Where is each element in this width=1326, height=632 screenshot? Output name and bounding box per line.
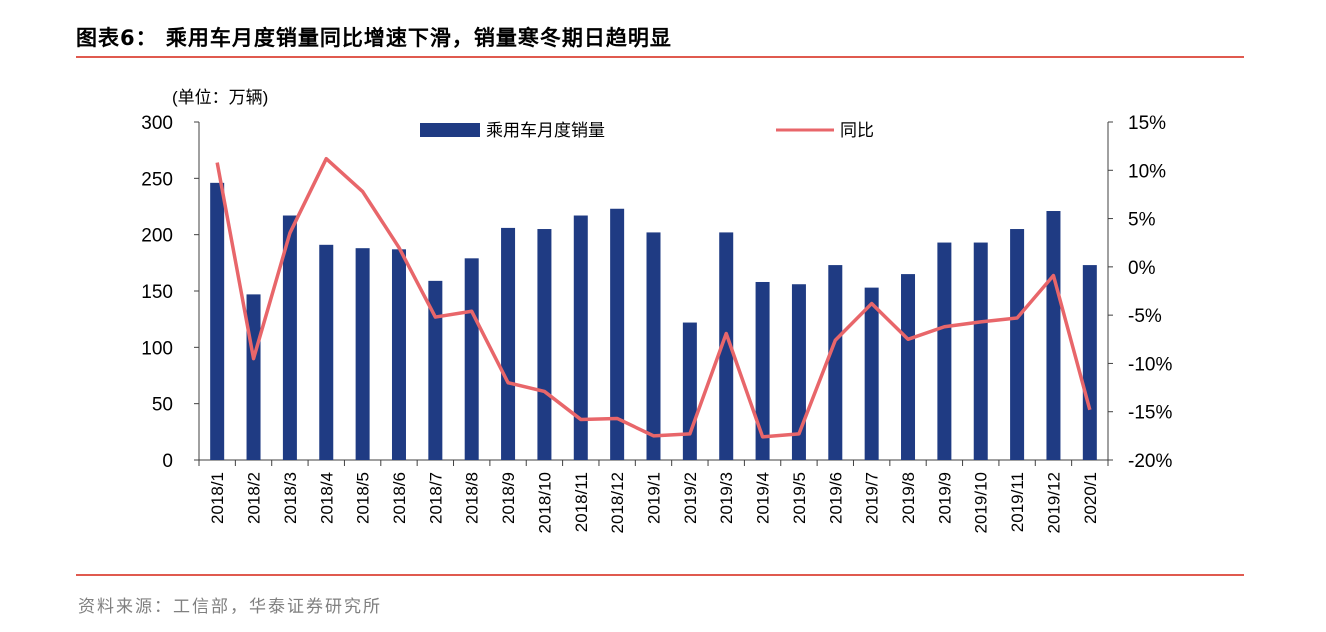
bar	[428, 280, 443, 460]
x-tick-label: 2018/1	[208, 472, 227, 524]
x-tick-label: 2019/3	[717, 472, 736, 524]
bar	[537, 229, 552, 460]
bar	[755, 281, 770, 460]
bar	[282, 215, 297, 460]
bar	[791, 284, 806, 460]
x-tick-label: 2019/9	[935, 472, 954, 524]
bar	[246, 294, 261, 460]
x-tick-label: 2018/11	[572, 472, 591, 532]
x-tick-label: 2018/12	[608, 472, 627, 533]
left-tick-label: 150	[141, 282, 173, 303]
bar	[973, 242, 988, 460]
left-tick-label: 200	[141, 226, 173, 247]
x-tick-label: 2019/8	[899, 472, 918, 524]
title-divider	[76, 56, 1244, 58]
x-tick-label: 2018/3	[281, 472, 300, 524]
x-tick-label: 2019/6	[826, 472, 845, 524]
bar	[319, 244, 334, 460]
source-note: 资料来源：工信部，华泰证券研究所	[78, 597, 382, 617]
x-tick-label: 2019/2	[681, 472, 700, 524]
right-tick-label: -15%	[1128, 403, 1172, 424]
x-tick-label: 2019/7	[863, 472, 882, 524]
bar	[355, 248, 370, 460]
x-tick-label: 2018/8	[463, 472, 482, 524]
left-tick-label: 0	[162, 451, 173, 472]
bar	[573, 215, 588, 460]
bar	[1082, 265, 1097, 460]
right-tick-label: 10%	[1128, 161, 1166, 182]
x-tick-label: 2019/5	[790, 472, 809, 524]
left-tick-label: 300	[141, 113, 173, 134]
legend-line-label: 同比	[840, 121, 874, 140]
x-tick-label: 2018/4	[317, 472, 336, 524]
source-divider	[76, 574, 1244, 576]
legend-bar-label: 乘用车月度销量	[486, 121, 605, 140]
bar	[501, 227, 516, 460]
x-tick-label: 2018/10	[535, 472, 554, 533]
x-tick-label: 2019/1	[645, 472, 664, 524]
left-tick-label: 100	[141, 338, 173, 359]
legend: 乘用车月度销量 同比	[420, 121, 874, 140]
bar	[828, 265, 843, 460]
bar	[937, 242, 952, 460]
bar	[1046, 211, 1061, 460]
figure-title: 图表6： 乘用车月度销量同比增速下滑，销量寒冬期日趋明显	[76, 26, 672, 50]
x-tick-label: 2019/10	[972, 472, 991, 533]
yoy-line	[215, 156, 1092, 439]
left-tick-label: 250	[141, 169, 173, 190]
x-tick-label: 2019/4	[754, 472, 773, 524]
x-tick-label: 2019/12	[1044, 472, 1063, 533]
bar	[391, 249, 406, 460]
bar	[719, 232, 734, 460]
bar	[210, 182, 225, 460]
bar	[610, 208, 625, 460]
bar	[646, 232, 661, 460]
unit-label: (单位：万辆)	[172, 88, 268, 107]
bar	[682, 322, 697, 460]
right-tick-label: -20%	[1128, 451, 1172, 472]
x-tick-label: 2020/1	[1081, 472, 1100, 524]
right-tick-label: 0%	[1128, 258, 1156, 279]
right-tick-label: -10%	[1128, 354, 1172, 375]
x-tick-label: 2018/5	[354, 472, 373, 524]
right-tick-label: -5%	[1128, 306, 1162, 327]
x-tick-label: 2018/9	[499, 472, 518, 524]
x-tick-label: 2018/6	[390, 472, 409, 524]
bar	[1010, 229, 1025, 460]
bar	[901, 274, 916, 460]
left-tick-label: 50	[152, 395, 173, 416]
bar	[464, 258, 479, 460]
x-tick-label: 2019/11	[1008, 472, 1027, 532]
right-tick-label: 15%	[1128, 113, 1166, 134]
bar	[864, 287, 879, 460]
right-tick-label: 5%	[1128, 210, 1156, 231]
legend-bar-swatch	[420, 123, 480, 137]
x-tick-label: 2018/7	[426, 472, 445, 524]
x-tick-label: 2018/2	[245, 472, 264, 524]
